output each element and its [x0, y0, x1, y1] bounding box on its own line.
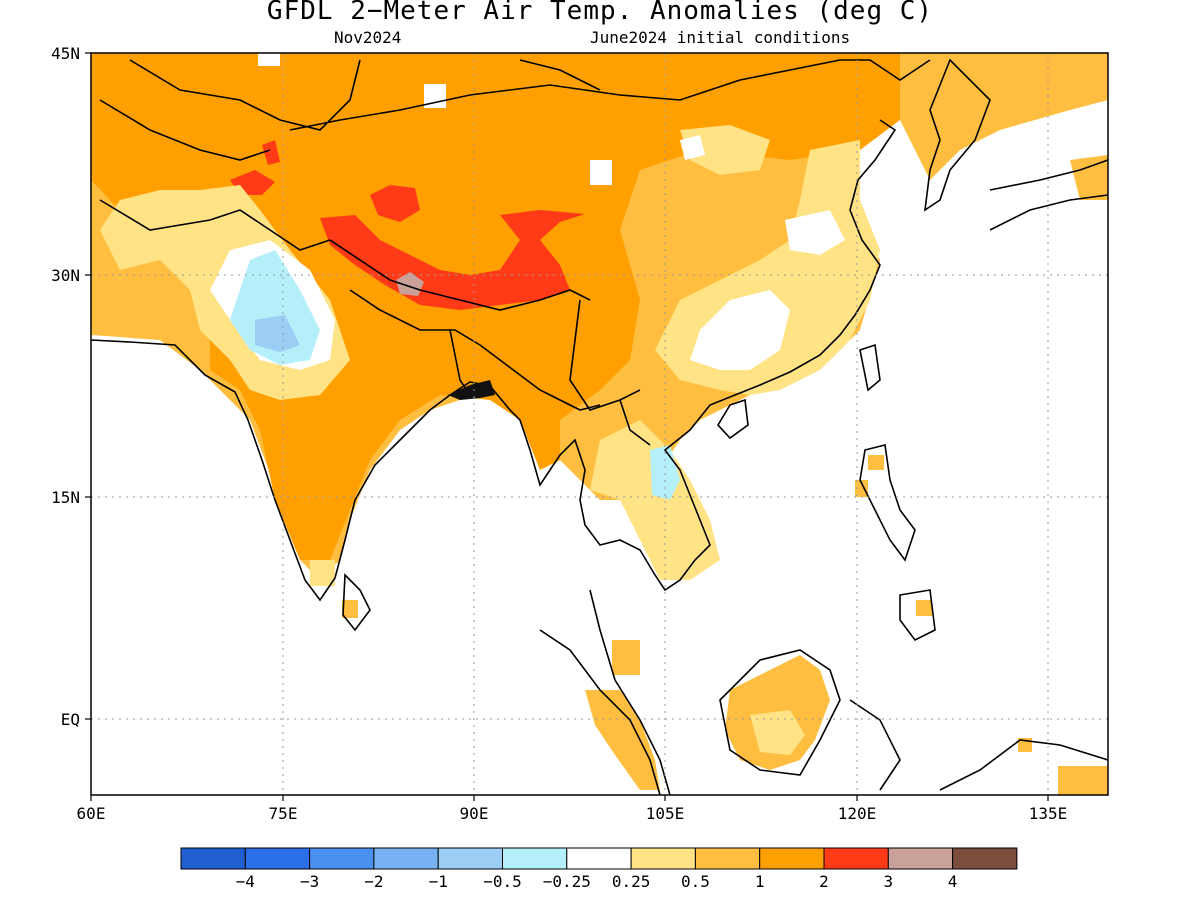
colorbar-label: 0.5 [681, 872, 710, 891]
anomaly-region-minus-1-minus-0.5 [255, 315, 300, 352]
colorbar-swatch [759, 847, 825, 870]
anomaly-region-near-zero [258, 53, 280, 66]
latitude-tick-label: 45N [51, 44, 80, 63]
colorbar-swatch [952, 847, 1018, 870]
anomaly-region-0.5-1 [1058, 766, 1108, 795]
anomaly-region-1-2 [91, 53, 900, 560]
colorbar-swatch [180, 847, 246, 870]
colorbar-swatch [887, 847, 954, 870]
colorbar-label: −1 [429, 872, 448, 891]
anomaly-region-near-zero [590, 160, 612, 185]
colorbar-label: 4 [948, 872, 958, 891]
colorbar-swatch [437, 847, 504, 870]
colorbar-swatch [502, 847, 568, 870]
colorbar-swatch [694, 847, 761, 870]
anomaly-region-0.25-0.5 [310, 560, 335, 586]
map-title: GFDL 2−Meter Air Temp. Anomalies (deg C) [266, 0, 934, 26]
initial-conditions-label: June2024 initial conditions [590, 28, 851, 47]
latitude-tick-label: 15N [51, 488, 80, 507]
anomaly-region-near-zero [690, 290, 790, 370]
anomaly-region-0.5-1 [868, 455, 884, 470]
anomaly-region-2-3 [262, 140, 280, 165]
longitude-tick-label: 105E [646, 804, 685, 823]
anomaly-field [91, 53, 1108, 795]
longitude-tick-label: 90E [460, 804, 489, 823]
colorbar-swatch [244, 847, 311, 870]
longitude-labels: 60E 75E 90E 105E 120E 135E [77, 804, 1068, 823]
anomaly-region-0.5-1 [1070, 155, 1108, 200]
latitude-labels: 45N 30N 15N EQ [51, 44, 80, 729]
anomaly-region-0.5-1 [612, 640, 640, 675]
anomaly-region-2-3 [370, 185, 420, 222]
forecast-month: Nov2024 [334, 28, 402, 47]
plot-frame [90, 52, 1109, 796]
colorbar-label: −0.5 [483, 872, 522, 891]
colorbar-swatch [630, 847, 696, 870]
anomaly-region-minus-0.5-minus-0.25 [230, 250, 320, 365]
anomaly-region-0.5-1 [916, 600, 932, 616]
anomaly-region-0.5-1 [585, 690, 660, 790]
latitude-tick-label: EQ [61, 710, 80, 729]
longitude-tick-label: 60E [77, 804, 106, 823]
longitude-tick-label: 75E [269, 804, 298, 823]
colorbar-swatch [373, 847, 439, 870]
colorbar-label: −3 [300, 872, 319, 891]
anomaly-region-0.5-1 [855, 480, 868, 497]
colorbar-label: −0.25 [543, 872, 591, 891]
anomaly-region-0.5-1 [342, 600, 358, 618]
anomaly-region-2-3 [320, 210, 585, 310]
colorbar-label: 0.25 [612, 872, 651, 891]
colorbar-label: −2 [364, 872, 383, 891]
gridlines [91, 53, 1108, 795]
anomaly-region-0.25-0.5 [590, 420, 720, 580]
anomaly-region-near-zero [680, 135, 705, 160]
colorbar-label: 1 [755, 872, 765, 891]
latitude-tick-label: 30N [51, 266, 80, 285]
anomaly-region-0.25-0.5 [750, 710, 805, 755]
anomaly-region-3-4 [396, 272, 424, 296]
colorbar-swatch [566, 847, 632, 870]
anomaly-region-0.25-0.5 [680, 125, 770, 175]
longitude-tick-label: 120E [838, 804, 877, 823]
longitude-tick-label: 135E [1029, 804, 1068, 823]
colorbar-swatch [823, 847, 889, 870]
anomaly-region-near-zero [785, 210, 845, 255]
coastlines [91, 58, 1108, 795]
colorbar-label: −4 [236, 872, 255, 891]
colorbar-label: 3 [883, 872, 893, 891]
colorbar: −4 −3 −2 −1 −0.5 −0.25 0.25 0.5 1 2 3 4 [180, 847, 1018, 891]
colorbar-label: 2 [819, 872, 829, 891]
ganges-delta [448, 380, 495, 400]
colorbar-swatch [309, 847, 375, 870]
